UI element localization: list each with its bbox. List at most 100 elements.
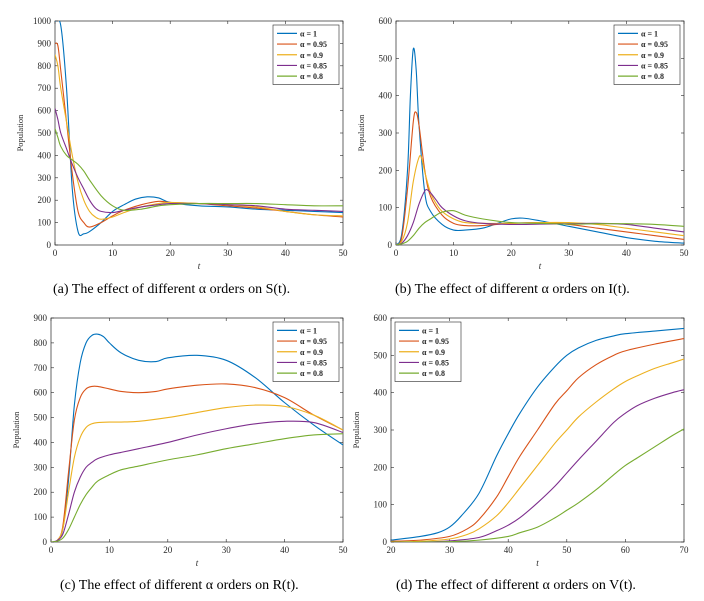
legend-label: α = 0.9: [300, 348, 323, 357]
y-tick-label: 100: [34, 512, 48, 522]
legend-label: α = 0.85: [422, 358, 449, 367]
x-tick-label: 30: [564, 248, 574, 258]
y-tick-label: 600: [34, 388, 48, 398]
x-tick-label: 50: [562, 545, 572, 555]
series-line-3: [55, 54, 343, 220]
y-tick-label: 700: [34, 363, 48, 373]
caption-b: (b) The effect of different α orders on …: [395, 282, 630, 297]
legend: α = 1 α = 0.95 α = 0.9α = 0.85 α = 0.8: [613, 24, 681, 85]
y-tick-label: 800: [38, 61, 52, 71]
y-axis-label: Population: [351, 411, 361, 449]
y-tick-label: 400: [374, 388, 388, 398]
series-line-4: [391, 389, 684, 542]
y-axis-label: Population: [11, 411, 21, 449]
y-tick-label: 900: [34, 313, 48, 323]
caption-d: (d) The effect of different α orders on …: [396, 578, 636, 593]
chart-d: 20 30 40 50 60 70 0 100 200 300 400 500 600 t Populati…: [351, 313, 689, 568]
x-tick-label: 30: [445, 545, 455, 555]
x-axis-label: t: [196, 558, 199, 568]
series-line-2: [391, 337, 684, 542]
legend: α = 1 α = 0.95 α = 0.9α = 0.85 α = 0.8: [272, 321, 340, 382]
legend-label: α = 1: [422, 326, 439, 335]
y-tick-label: 600: [38, 106, 52, 116]
x-tick-label: 10: [105, 545, 115, 555]
x-tick-label: 0: [49, 545, 54, 555]
y-axis-label: Population: [15, 114, 25, 152]
x-tick-label: 70: [680, 545, 690, 555]
legend-label: α = 0.9: [300, 51, 323, 60]
chart-c: 0 10 20 30 40 500100200300400500600700800900t…: [11, 313, 348, 568]
x-tick-label: 20: [507, 248, 517, 258]
legend-label: α = 1: [300, 326, 317, 335]
y-tick-label: 100: [374, 500, 388, 510]
series-line-3: [391, 358, 684, 542]
series-line-2: [51, 383, 343, 542]
y-tick-label: 700: [38, 83, 52, 93]
series-line-3: [51, 404, 343, 542]
y-tick-label: 1000: [33, 16, 52, 26]
x-tick-label: 40: [622, 248, 632, 258]
y-tick-label: 300: [38, 173, 52, 183]
x-tick-label: 20: [163, 545, 173, 555]
legend-label: α = 1: [641, 29, 658, 38]
legend-label: α = 0.9: [641, 51, 664, 60]
caption-c: (c) The effect of different α orders on …: [60, 578, 299, 593]
series-line-5: [55, 128, 343, 211]
x-tick-label: 60: [621, 545, 631, 555]
x-tick-label: 30: [223, 248, 233, 258]
y-tick-label: 200: [379, 165, 393, 175]
y-tick-label: 900: [38, 38, 52, 48]
x-axis-label: t: [198, 261, 201, 271]
x-tick-label: 30: [222, 545, 232, 555]
x-tick-label: 0: [394, 248, 399, 258]
series-line-1: [391, 327, 684, 541]
y-axis-label: Population: [356, 114, 366, 152]
y-tick-label: 600: [379, 16, 393, 26]
y-tick-label: 300: [34, 462, 48, 472]
y-tick-label: 300: [374, 425, 388, 435]
x-tick-label: 40: [280, 545, 290, 555]
legend: α = 1 α = 0.95 α = 0.9α = 0.85 α = 0.8: [394, 321, 462, 382]
legend-label: α = 0.8: [300, 369, 323, 378]
series-line-5: [391, 428, 684, 542]
legend: α = 1 α = 0.95 α = 0.9α = 0.85 α = 0.8: [272, 24, 340, 85]
y-tick-label: 100: [379, 203, 393, 213]
caption-a: (a) The effect of different α orders on …: [53, 282, 291, 297]
series-line-5: [51, 433, 343, 542]
y-tick-label: 600: [374, 313, 388, 323]
y-tick-label: 0: [388, 240, 393, 250]
y-tick-label: 500: [38, 128, 52, 138]
legend-label: α = 0.8: [422, 369, 445, 378]
y-tick-label: 0: [383, 537, 388, 547]
legend-label: α = 0.85: [641, 61, 668, 70]
y-tick-label: 500: [379, 53, 393, 63]
y-tick-label: 200: [374, 462, 388, 472]
x-tick-label: 40: [281, 248, 291, 258]
y-tick-label: 100: [38, 218, 52, 228]
legend-label: α = 0.95: [422, 337, 449, 346]
x-tick-label: 50: [339, 545, 349, 555]
x-tick-label: 0: [53, 248, 58, 258]
y-tick-label: 400: [38, 150, 52, 160]
x-axis-label: t: [539, 261, 542, 271]
legend-label: α = 0.9: [422, 348, 445, 357]
x-tick-label: 50: [339, 248, 349, 258]
x-tick-label: 50: [680, 248, 690, 258]
x-tick-label: 10: [449, 248, 459, 258]
legend-label: α = 0.95: [641, 40, 668, 49]
y-tick-label: 0: [47, 240, 52, 250]
y-tick-label: 300: [379, 128, 393, 138]
y-tick-label: 200: [38, 195, 52, 205]
legend-label: α = 0.8: [300, 72, 323, 81]
chart-a: 0 10 20 30 40 5001002003004005006007008009001…: [15, 16, 348, 271]
series-line-4: [51, 420, 343, 542]
legend-label: α = 0.85: [300, 358, 327, 367]
series-line-5: [396, 209, 684, 245]
legend-label: α = 0.8: [641, 72, 664, 81]
chart-b: 0 10 20 30 40 500100200300400500600tPopulatio…: [356, 16, 689, 271]
series-line-1: [396, 47, 684, 245]
y-tick-label: 400: [34, 437, 48, 447]
x-tick-label: 20: [387, 545, 397, 555]
y-tick-label: 500: [374, 350, 388, 360]
